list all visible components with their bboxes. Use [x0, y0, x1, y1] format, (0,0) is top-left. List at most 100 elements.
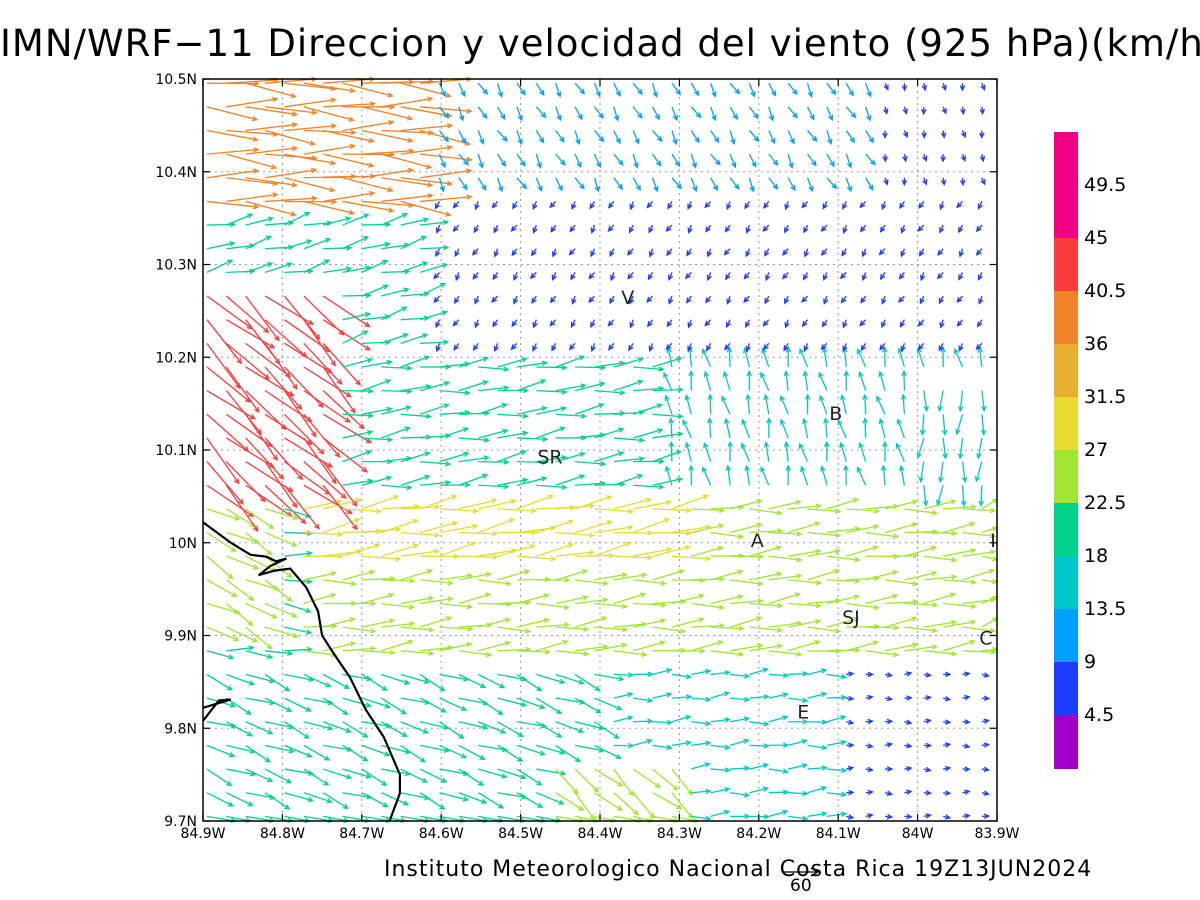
wind-vector [594, 572, 628, 581]
wind-vector [865, 694, 874, 701]
wind-vector [632, 768, 662, 789]
wind-vector [701, 348, 712, 368]
wind-vector [943, 814, 952, 820]
wind-vector [303, 237, 332, 250]
wind-vector [322, 342, 362, 386]
wind-vector [962, 694, 971, 701]
wind-vector [439, 697, 468, 711]
wind-vector [593, 82, 601, 98]
wind-vector [245, 721, 274, 735]
wind-vector [458, 473, 489, 486]
wind-vector [744, 464, 751, 486]
wind-vector [497, 106, 506, 121]
wind-vector [823, 417, 829, 438]
wind-vector [516, 476, 548, 486]
wind-vector [784, 224, 790, 234]
wind-vector [206, 555, 234, 580]
wind-vector [842, 201, 848, 210]
wind-vector [555, 792, 585, 811]
wind-vector [570, 319, 576, 329]
wind-vector [652, 450, 683, 463]
wind-vector [435, 224, 441, 234]
wind-vector [206, 532, 237, 552]
wind-vector [826, 616, 860, 628]
wind-vector [957, 224, 964, 234]
wind-vector [861, 248, 867, 258]
wind-vector [303, 592, 337, 605]
wind-vector [574, 177, 585, 190]
wind-vector [787, 521, 821, 534]
wind-vector [322, 721, 352, 734]
wind-vector [668, 417, 674, 438]
wind-vector [938, 461, 944, 484]
wind-vector [381, 193, 434, 203]
wind-vector [400, 144, 454, 155]
wind-vector [646, 201, 654, 209]
colorbar-swatch [1054, 397, 1078, 451]
wind-vector [633, 547, 673, 557]
x-tick-label: 84.5W [498, 826, 543, 842]
colorbar-label: 36 [1084, 333, 1109, 355]
wind-vector [206, 744, 236, 758]
wind-vector [555, 177, 563, 192]
wind-vector [859, 319, 867, 327]
wind-vector [420, 76, 473, 84]
wind-vector [400, 451, 431, 463]
wind-vector [979, 106, 985, 116]
wind-vector [730, 765, 751, 772]
wind-vector [323, 216, 352, 226]
wind-vector [323, 266, 353, 274]
wind-vector [613, 572, 648, 581]
wind-vector [807, 668, 828, 676]
colorbar-swatch [1054, 291, 1078, 345]
wind-vector [785, 464, 791, 486]
wind-vector [633, 738, 653, 747]
wind-vector [783, 369, 790, 391]
wind-vector [323, 768, 353, 780]
wind-vector [980, 82, 986, 91]
wind-vector [342, 721, 369, 738]
wind-vector [962, 813, 971, 819]
wind-vector [574, 792, 595, 821]
wind-vector [342, 569, 376, 581]
wind-vector [536, 364, 568, 371]
wind-vector [574, 495, 613, 510]
wind-vector [381, 519, 419, 534]
wind-vector [439, 427, 470, 439]
wind-vector [899, 464, 906, 486]
wind-vector [381, 768, 412, 777]
wind-vector [593, 130, 605, 143]
wind-vector [691, 602, 726, 611]
wind-vector [878, 248, 886, 256]
wind-vector [322, 518, 361, 534]
wind-vector [768, 692, 789, 699]
wind-vector [454, 295, 460, 305]
wind-vector [865, 789, 874, 796]
wind-vector [516, 494, 555, 510]
wind-vector [768, 768, 790, 774]
wind-vector [458, 455, 490, 463]
wind-vector [883, 82, 889, 91]
wind-vector [981, 718, 991, 724]
wind-vector [846, 524, 880, 534]
wind-vector [904, 671, 913, 677]
wind-vector [568, 342, 576, 351]
wind-vector [788, 697, 809, 704]
wind-vector [710, 767, 732, 773]
wind-vector [613, 715, 634, 723]
wind-vector [478, 366, 510, 372]
wind-vector [652, 413, 684, 420]
wind-vector [782, 248, 789, 256]
wind-vector [749, 643, 783, 652]
wind-vector [516, 792, 544, 809]
wind-vector [226, 153, 278, 170]
wind-vector [453, 342, 460, 351]
wind-vector [671, 714, 692, 723]
wind-vector [535, 177, 543, 193]
wind-vector [840, 295, 847, 304]
wind-vector [323, 101, 376, 108]
wind-vector [284, 239, 313, 250]
wind-vector [529, 271, 537, 280]
x-tick-label: 84.9W [180, 826, 225, 842]
wind-vector [956, 295, 964, 303]
